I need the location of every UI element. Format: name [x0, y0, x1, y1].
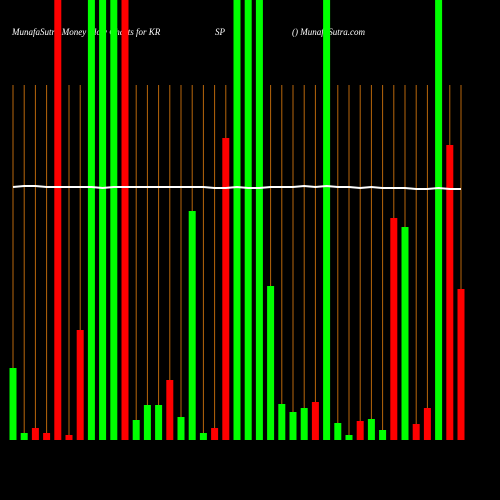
bar [211, 428, 219, 440]
bar [110, 0, 118, 440]
bar [76, 330, 84, 440]
bar [334, 423, 342, 440]
bar [222, 138, 230, 440]
bar [9, 368, 17, 440]
bar [177, 417, 185, 440]
bar [356, 421, 364, 440]
bar [54, 0, 62, 440]
bar [267, 286, 275, 440]
bars [9, 0, 465, 440]
bar [43, 433, 51, 440]
bar [31, 428, 39, 440]
bar [379, 430, 387, 440]
flow-line [12, 184, 461, 190]
bar [423, 408, 431, 440]
bar [20, 433, 28, 440]
bar [155, 405, 163, 440]
bar [278, 404, 286, 440]
bar [199, 433, 207, 440]
bar [300, 408, 308, 440]
bar [289, 412, 297, 440]
bar [390, 218, 398, 440]
bar [457, 289, 465, 440]
bar [143, 405, 151, 440]
bar [99, 0, 107, 440]
bar [132, 420, 140, 440]
bar [188, 211, 196, 440]
bar [446, 145, 454, 440]
chart-title: MunafaSutra Money Flow Charts for KR [11, 27, 161, 37]
bar [412, 424, 420, 440]
bar [233, 0, 241, 440]
bar [367, 419, 375, 440]
bar [345, 435, 353, 440]
bar [323, 0, 331, 440]
bar [401, 227, 409, 440]
bar [166, 380, 174, 440]
bar [87, 0, 95, 440]
lines [12, 184, 461, 190]
bar [311, 402, 319, 440]
bar [244, 0, 252, 440]
bar [121, 0, 129, 440]
bar [255, 0, 263, 440]
bar [65, 435, 73, 440]
bar [435, 0, 443, 440]
chart-title: SP [215, 27, 226, 37]
